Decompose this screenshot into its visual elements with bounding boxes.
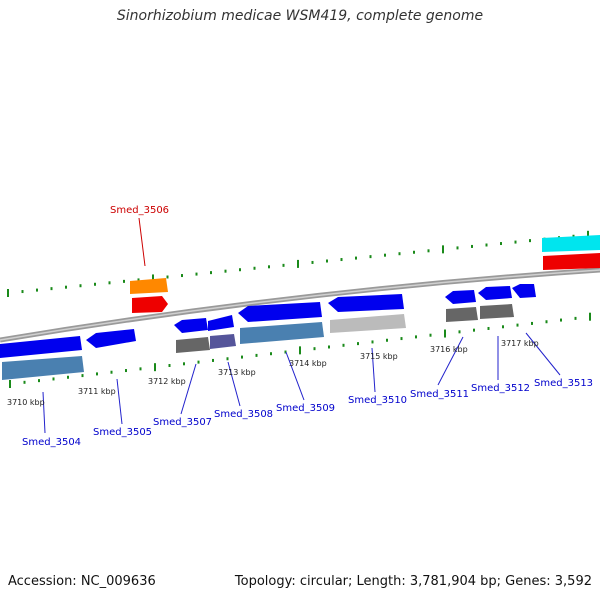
gene-arrow [238,302,322,322]
gene-labels: Smed_3504 Smed_3505 Smed_3507 Smed_3508 … [22,205,593,448]
kbp-label: 3715 kbp [360,352,398,361]
gene-arrow [176,337,210,353]
kbp-label: 3711 kbp [78,387,116,396]
gene-arrow [132,296,168,313]
gene-label: Smed_3504 [22,437,81,448]
gene-label: Smed_3506 [110,205,169,216]
kbp-labels: 3710 kbp 3711 kbp 3712 kbp 3713 kbp 3714… [7,339,539,407]
gene-label: Smed_3507 [153,417,212,428]
gene-arrow [480,304,514,319]
callout-line [138,217,146,267]
callout-line [227,361,241,407]
gene-arrow [2,356,84,380]
accession-text: Accession: NC_009636 [8,574,156,589]
gene-arrow [445,290,476,304]
gene-arrow [240,322,324,344]
kbp-label: 3717 kbp [501,339,539,348]
kbp-label: 3714 kbp [289,359,327,368]
gene-label: Smed_3505 [93,427,152,438]
kbp-label: 3716 kbp [430,345,468,354]
gene-arrow [328,294,404,312]
kbp-label: 3713 kbp [218,368,256,377]
gene-arrow [446,307,478,322]
gene-label: Smed_3513 [534,378,593,389]
gene-arrow [174,318,208,333]
gene-arrow [208,315,234,331]
lower-tick-row [9,312,591,388]
gene-label: Smed_3508 [214,409,273,420]
topology-text: Topology: circular; Length: 3,781,904 bp… [234,574,592,589]
gene-arrow [543,253,600,270]
gene-label: Smed_3509 [276,403,335,414]
gene-label: Smed_3510 [348,395,407,406]
gene-features [0,235,600,380]
callout-line [116,378,123,425]
gene-arrow [86,329,136,348]
gene-label: Smed_3511 [410,389,469,400]
gene-arrow [478,286,512,300]
gene-arrow [542,235,600,252]
gene-label: Smed_3512 [471,383,530,394]
kbp-label: 3712 kbp [148,377,186,386]
callout-line [42,391,46,434]
gene-arrow [0,336,82,358]
kbp-label: 3710 kbp [7,398,45,407]
gene-arrow [512,284,536,298]
callout-line [525,332,561,376]
callout-line [180,363,197,415]
callout-line [371,347,376,393]
callout-line [437,336,464,386]
backbone-inner [0,269,600,341]
callout-line [285,351,305,401]
gene-arrow [330,314,406,333]
map-title: Sinorhizobium medicae WSM419, complete g… [116,8,484,24]
gene-arrow [210,334,236,349]
gene-arrow [130,278,168,294]
callout-lines [42,217,561,434]
